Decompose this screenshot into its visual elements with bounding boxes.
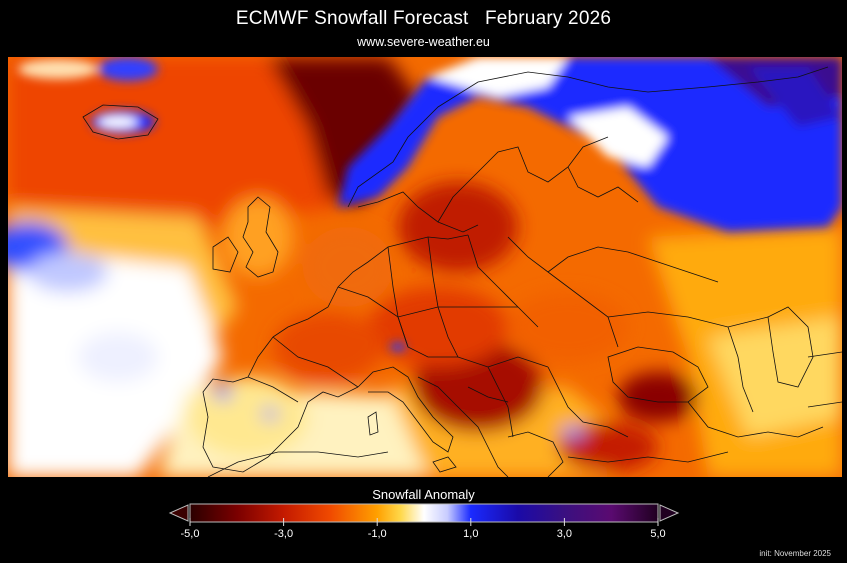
colorbar-max-arrow bbox=[659, 504, 680, 522]
anomaly-map bbox=[8, 57, 842, 477]
init-date: init: November 2025 bbox=[759, 549, 831, 558]
colorbar-tick-label: 5,0 bbox=[650, 528, 666, 540]
colorbar-tick-label: -1,0 bbox=[367, 528, 387, 540]
legend-title: Snowfall Anomaly bbox=[372, 487, 475, 502]
colorbar-min-arrow bbox=[168, 504, 189, 522]
positive-anomaly-north bbox=[18, 57, 842, 351]
coastlines bbox=[82, 66, 842, 477]
colorbar-tick-label: 3,0 bbox=[556, 528, 573, 540]
colorbar-tick-label: -3,0 bbox=[274, 528, 294, 540]
anomaly-field bbox=[8, 57, 842, 477]
colorbar-tick-label: -5,0 bbox=[180, 528, 200, 540]
colorbar-tick-label: 1,0 bbox=[463, 528, 479, 540]
colorbar-gradient bbox=[189, 503, 659, 523]
colorbar bbox=[168, 500, 680, 528]
chart-title: ECMWF Snowfall Forecast February 2026 bbox=[235, 8, 612, 29]
source-url: www.severe-weather.eu bbox=[357, 35, 490, 49]
